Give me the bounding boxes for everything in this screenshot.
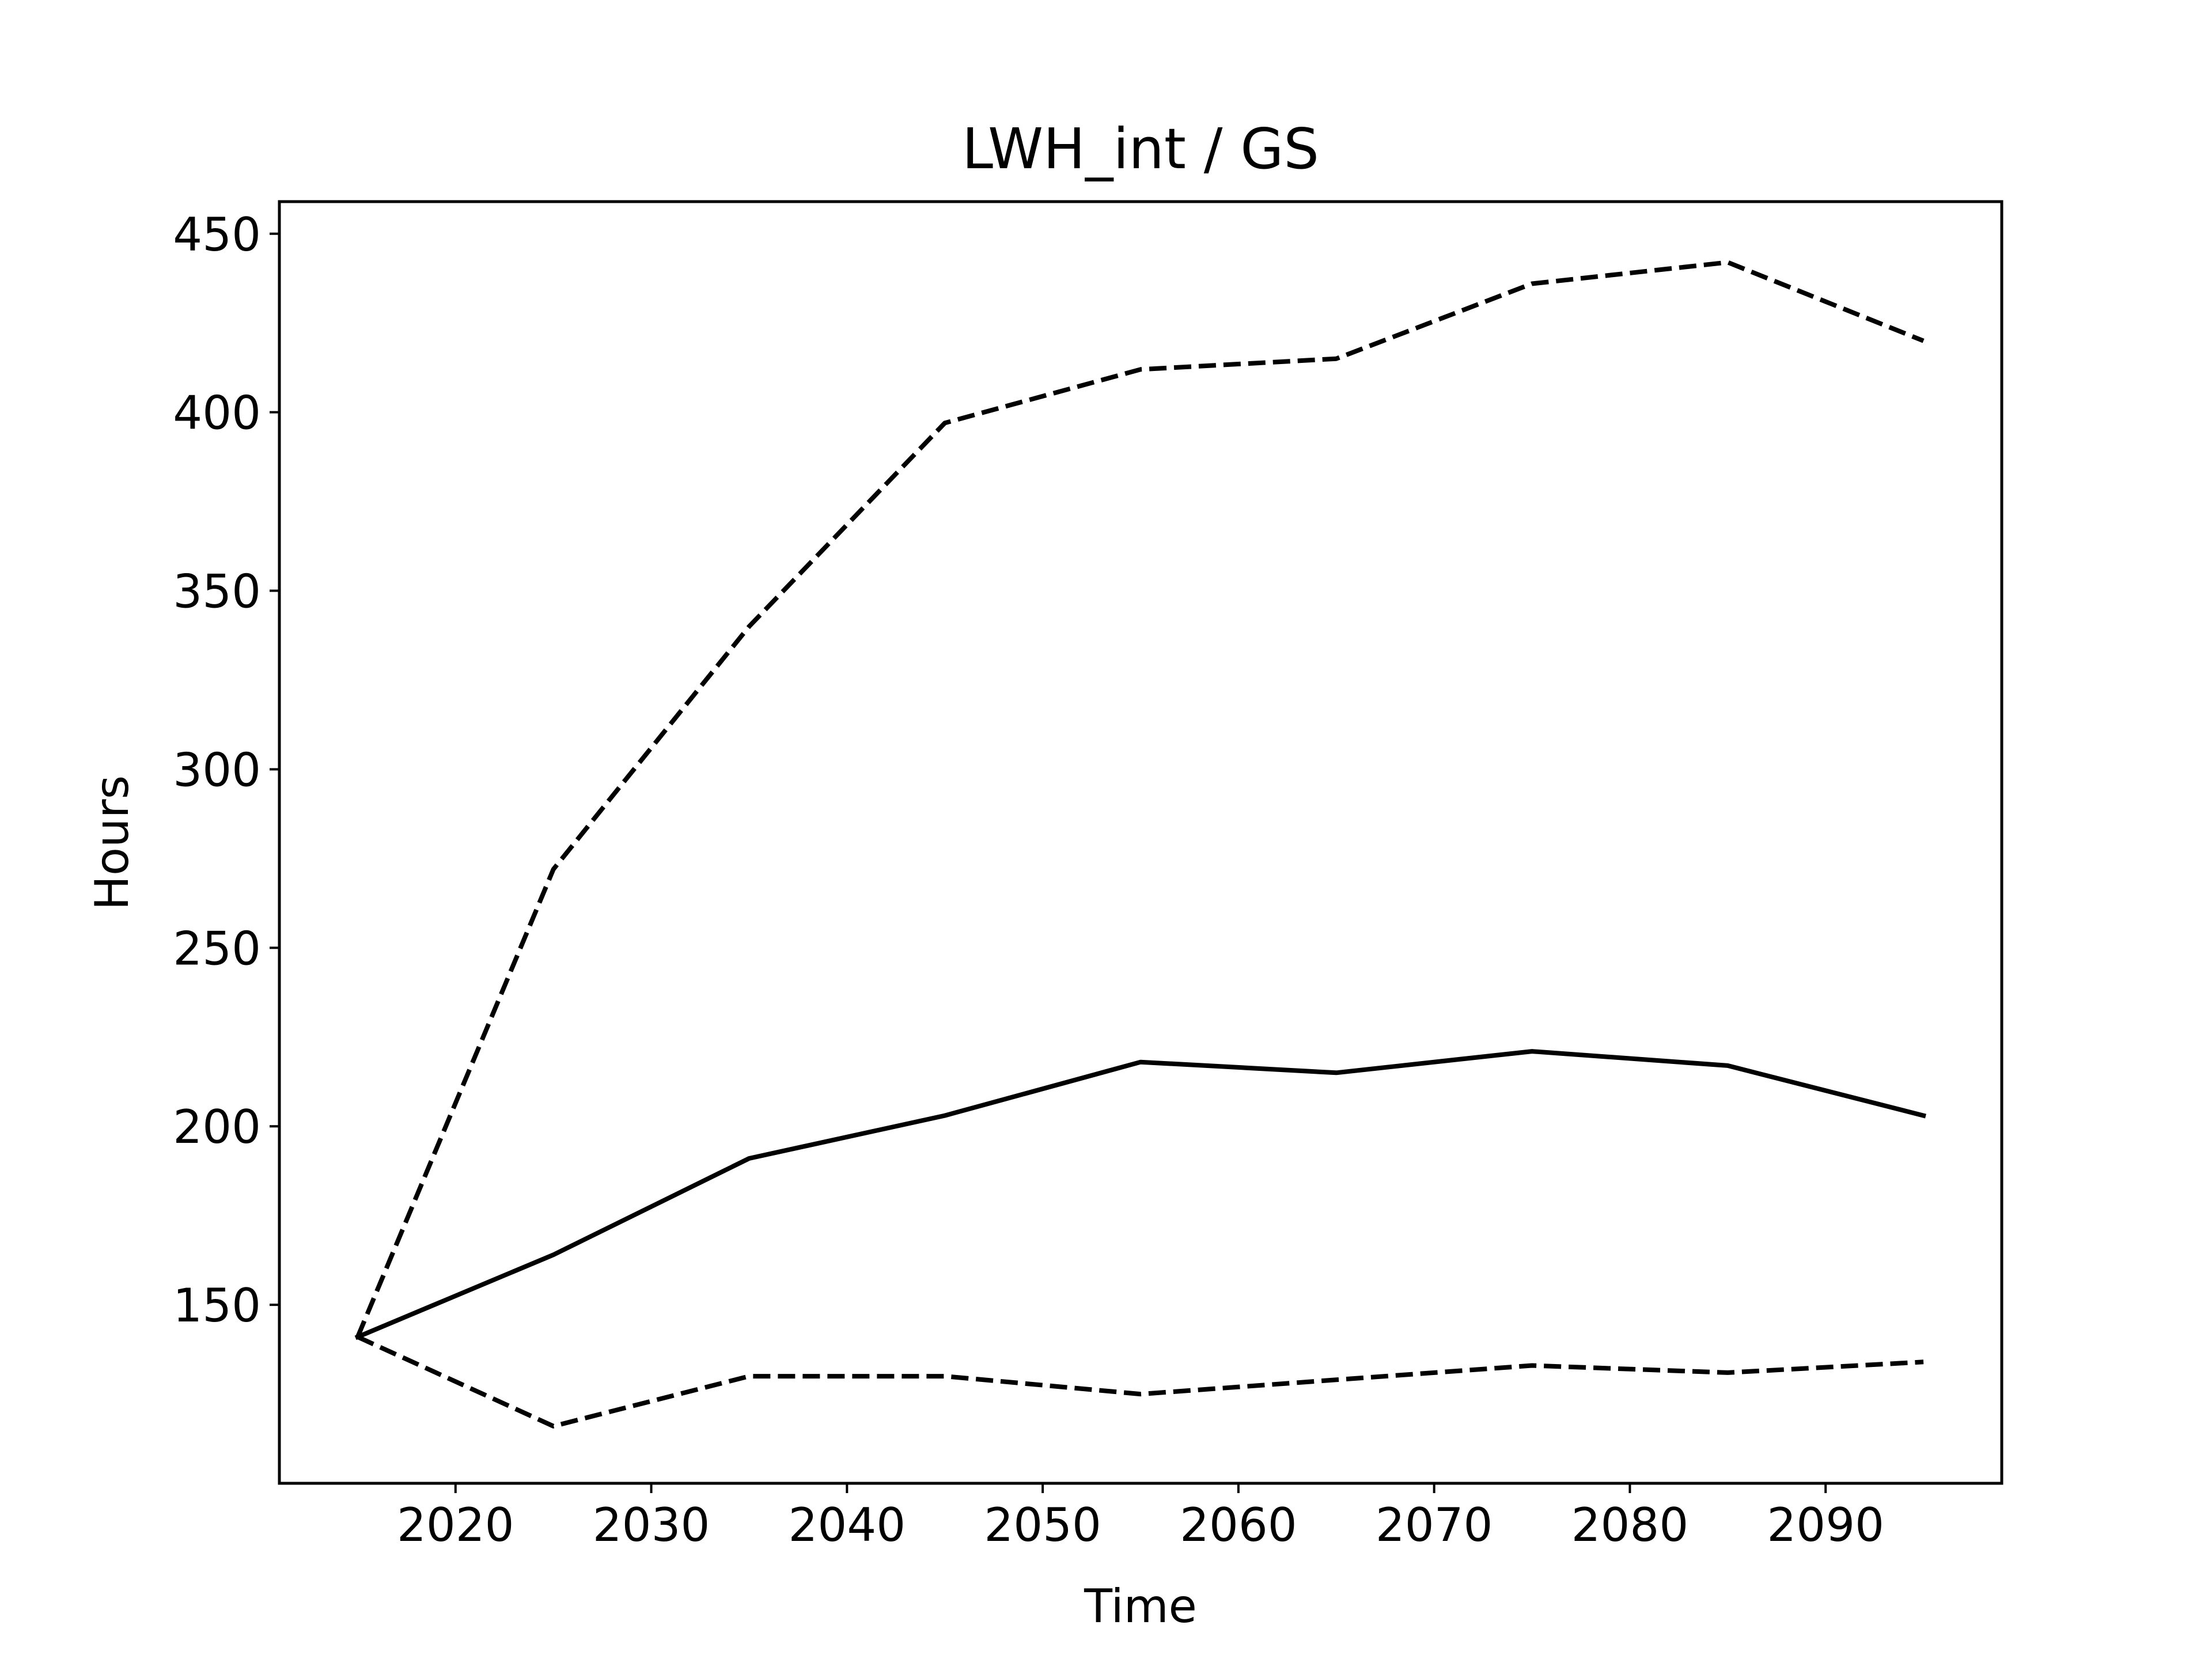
series-line-3 bbox=[357, 1335, 1924, 1429]
series-layer bbox=[354, 260, 1926, 1429]
chart-title: LWH_int / GS bbox=[962, 116, 1319, 181]
x-tick-label: 2080 bbox=[1571, 1498, 1689, 1552]
y-tick-label: 450 bbox=[173, 208, 261, 262]
plot-frame bbox=[278, 200, 2003, 1485]
x-tick-label: 2030 bbox=[593, 1498, 710, 1552]
x-axis-label: Time bbox=[1084, 1580, 1197, 1633]
y-tick-label: 400 bbox=[173, 387, 261, 440]
y-tick-label: 150 bbox=[173, 1279, 261, 1332]
x-tick-label: 2090 bbox=[1767, 1498, 1884, 1552]
y-axis-label: Hours bbox=[85, 775, 139, 910]
y-tick-label: 350 bbox=[173, 565, 261, 619]
series-line-2 bbox=[354, 1049, 1926, 1340]
x-tick-label: 2020 bbox=[397, 1498, 514, 1552]
x-tick-label: 2060 bbox=[1180, 1498, 1297, 1552]
x-tick-label: 2040 bbox=[789, 1498, 906, 1552]
series-line-1 bbox=[355, 260, 1925, 1338]
y-axis: 150 200 250 300 350 400 450 bbox=[173, 208, 279, 1332]
x-tick-label: 2070 bbox=[1376, 1498, 1493, 1552]
y-tick-label: 250 bbox=[173, 922, 261, 975]
x-axis: 2020 2030 2040 2050 2060 2070 2080 2090 bbox=[397, 1483, 1884, 1552]
y-tick-label: 300 bbox=[173, 743, 261, 797]
x-tick-label: 2050 bbox=[984, 1498, 1101, 1552]
y-tick-label: 200 bbox=[173, 1100, 261, 1154]
